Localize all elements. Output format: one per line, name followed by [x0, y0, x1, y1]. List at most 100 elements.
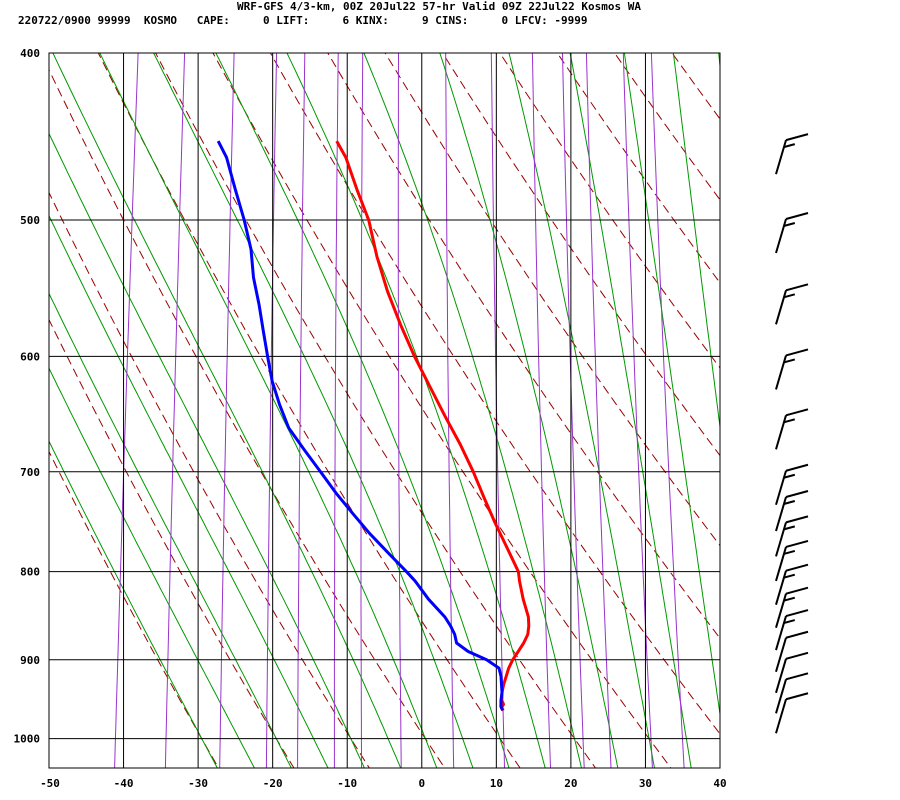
- moist-adiabat: [508, 53, 656, 768]
- temperature-profile: [335, 140, 531, 712]
- wind-barb: [775, 692, 809, 734]
- mixing-ratio-line: [333, 53, 339, 768]
- mixing-ratio-line: [397, 53, 402, 768]
- x-tick-label: -30: [188, 777, 208, 790]
- wind-barb-shaft: [775, 290, 787, 325]
- moist-adiabat: [52, 53, 402, 768]
- wind-barb: [775, 133, 809, 175]
- mixing-ratio-line: [561, 53, 585, 768]
- wind-barb-shaft: [775, 546, 787, 582]
- x-tick-label: -40: [114, 777, 134, 790]
- wind-barb-half: [783, 549, 796, 555]
- wind-barb-half: [783, 619, 796, 625]
- x-tick-label: 30: [639, 777, 652, 790]
- wind-barb-half: [783, 143, 796, 149]
- dry-adiabat: [671, 53, 720, 120]
- x-tick-label: -20: [263, 777, 283, 790]
- moist-adiabat: [153, 53, 474, 768]
- wind-barb: [775, 463, 809, 506]
- wind-barb: [775, 283, 809, 325]
- x-tick-label: -50: [40, 777, 60, 790]
- moist-adiabat: [798, 15, 878, 783]
- wind-barb: [775, 515, 809, 557]
- dry-adiabat: [49, 68, 446, 768]
- moist-adiabat: [623, 53, 720, 718]
- moist-adiabat: [758, 15, 841, 783]
- wind-barb-full: [785, 463, 809, 472]
- wind-barb-shaft: [775, 470, 787, 506]
- wind-barb-shaft: [775, 522, 787, 557]
- moist-adiabat: [49, 214, 329, 768]
- wind-barb-shaft: [775, 355, 787, 390]
- plot-frame: [48, 52, 721, 769]
- wind-barb: [775, 651, 809, 694]
- axis-labels: -50 -40 -30 -20 -10 0 10 20 30 40 400 500 600 700 800 9…: [14, 47, 727, 790]
- wind-barb: [775, 490, 809, 532]
- mixing-ratio-line: [531, 53, 552, 768]
- moist-adiabat: [49, 292, 292, 768]
- dewpoint-profile: [216, 140, 505, 712]
- wind-barb-shaft: [775, 139, 787, 175]
- wind-barb-shaft: [775, 679, 787, 714]
- moist-adiabat: [99, 53, 438, 768]
- wind-barb-half: [783, 473, 796, 479]
- profiles: [216, 140, 531, 712]
- mixing-ratio-line: [622, 53, 653, 768]
- wind-barb-shaft: [775, 415, 787, 450]
- sounding-indices-line: 220722/0900 99999 KOSMO CAPE: 0 LIFT: 6 …: [18, 14, 588, 27]
- wind-barb: [775, 630, 809, 673]
- x-tick-label: 10: [490, 777, 503, 790]
- wind-barb-full: [785, 212, 809, 220]
- dry-adiabat: [895, 0, 900, 782]
- dry-adiabat: [49, 318, 295, 768]
- wind-barb-shaft: [775, 593, 787, 628]
- y-tick-label: 600: [20, 350, 40, 363]
- wind-barb-full: [785, 408, 809, 417]
- wind-barb: [775, 609, 809, 651]
- wind-barb-full: [785, 651, 809, 660]
- chart-header: WRF-GFS 4/3-km, 00Z 20Jul22 57-hr Valid …: [0, 0, 900, 32]
- moist-adiabat: [49, 367, 255, 768]
- wind-barb: [775, 563, 809, 605]
- wind-barb-full: [785, 133, 809, 142]
- wind-barb-full: [785, 672, 809, 681]
- moist-adiabat: [439, 53, 619, 768]
- dry-adiabat: [784, 0, 900, 782]
- wind-barb-full: [785, 515, 809, 524]
- wind-barb-half: [783, 293, 796, 299]
- dry-adiabat: [49, 191, 370, 768]
- wind-barb-full: [785, 692, 809, 701]
- dry-adiabat: [556, 53, 720, 284]
- wind-barb-shaft: [775, 615, 787, 651]
- mixing-ratio-line: [445, 53, 455, 768]
- dry-adiabat: [384, 53, 720, 547]
- dry-adiabat: [672, 0, 900, 782]
- wind-barb-shaft: [775, 218, 787, 254]
- wind-barb-half: [783, 418, 796, 424]
- moist-adiabat: [49, 440, 218, 768]
- wind-barb: [775, 212, 809, 254]
- mixing-ratio-line: [265, 53, 278, 768]
- wind-barb-full: [785, 490, 809, 498]
- wind-barb-half: [783, 500, 796, 505]
- chart-title: WRF-GFS 4/3-km, 00Z 20Jul22 57-hr Valid …: [237, 0, 641, 13]
- wind-barb-shaft: [775, 570, 787, 605]
- y-tick-label: 800: [20, 566, 40, 579]
- moist-adiabat: [672, 53, 720, 431]
- wind-barb-half: [783, 596, 796, 602]
- x-tick-label: 40: [713, 777, 726, 790]
- y-tick-label: 500: [20, 214, 40, 227]
- wind-barb-half: [783, 573, 796, 579]
- wind-barb-full: [785, 586, 809, 595]
- moist-adiabat: [718, 53, 720, 71]
- mixing-ratio-line: [297, 53, 306, 768]
- y-tick-label: 700: [20, 466, 40, 479]
- wind-barb: [775, 539, 809, 582]
- x-tick-label: 0: [418, 777, 425, 790]
- wind-barb: [775, 408, 809, 450]
- mixing-ratio-line: [585, 53, 612, 768]
- wind-barb-full: [785, 348, 809, 357]
- dry-adiabat: [212, 53, 672, 768]
- wind-barb-half: [783, 358, 796, 364]
- moist-adiabat: [363, 53, 583, 768]
